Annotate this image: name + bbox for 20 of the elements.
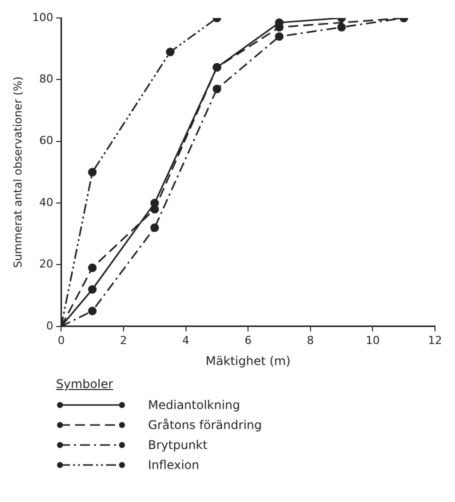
x-tick-label: 8 (306, 334, 314, 347)
legend-title: Symboler (56, 377, 114, 391)
x-tick-label: 4 (182, 334, 190, 347)
x-tick-label: 6 (244, 334, 252, 347)
y-tick-label: 80 (39, 72, 54, 86)
y-tick-label: 60 (39, 134, 54, 148)
y-tick-label: 100 (32, 10, 54, 24)
y-tick-label: 40 (39, 196, 54, 209)
x-tick-label: 2 (120, 334, 127, 347)
legend-label: Mediantolkning (148, 398, 240, 412)
y-axis-title: Summerat antal observationer (%) (11, 76, 24, 268)
x-tick-label: 12 (428, 334, 442, 347)
x-tick-label: 0 (58, 334, 65, 347)
y-tick-label: 20 (39, 258, 54, 271)
legend-label: Gråtons förändring (148, 418, 262, 432)
y-tick-label: 0 (46, 319, 54, 332)
legend-label: Inflexion (148, 458, 200, 472)
legend-label: Brytpunkt (148, 438, 208, 452)
x-tick-label: 10 (366, 334, 380, 347)
x-axis-title: Mäktighet (m) (206, 354, 291, 368)
